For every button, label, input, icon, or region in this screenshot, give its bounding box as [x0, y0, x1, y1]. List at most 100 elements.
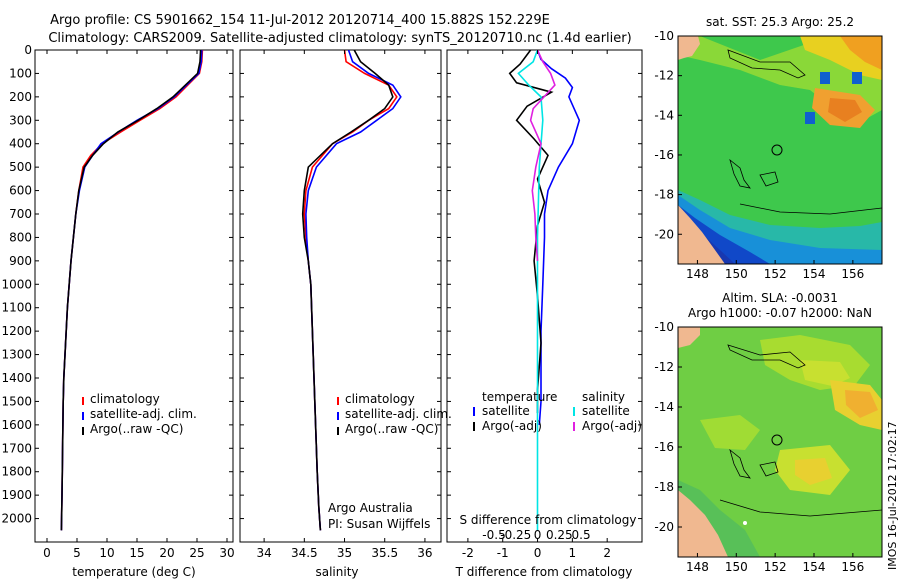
difference-lines — [508, 50, 581, 531]
t-difference-xlabel: T difference from climatology — [455, 565, 633, 579]
s-tick-label: 0 — [534, 528, 542, 542]
sla-map-ticks: 148 150 152 154 156 -10 -12 -14 -16 -18 -20 — [654, 320, 864, 574]
map-y-tick-label: -10 — [654, 29, 674, 43]
sla-map-image — [678, 327, 882, 557]
y-tick-label: 100 — [9, 66, 32, 80]
title-line-2: Climatology: CARS2009. Satellite-adjuste… — [48, 31, 631, 46]
s-difference-xlabel: S difference from climatology — [460, 513, 637, 527]
sst-map-image — [678, 36, 882, 264]
title-line-1: Argo profile: CS 5901662_154 11-Jul-2012… — [50, 13, 550, 28]
map-x-tick-label: 156 — [841, 560, 864, 574]
y-tick-label: 1400 — [1, 371, 32, 385]
y-tick-label: 700 — [9, 207, 32, 221]
series-s-argo-adj- — [529, 50, 556, 261]
legend-label-s-satellite: satellite — [582, 404, 630, 418]
x-tick-label: 5 — [73, 546, 81, 560]
temperature-lines — [60, 50, 204, 531]
sst-map-ticks: 148 150 152 154 156 -10 -12 -14 -16 -18 -20 — [654, 29, 864, 281]
map-y-tick-label: -14 — [654, 400, 674, 414]
s-tick-label: -0.25 — [500, 528, 531, 542]
y-tick-label: 2000 — [1, 512, 32, 526]
y-tick-label: 1900 — [1, 488, 32, 502]
sla-map-title-2: Argo h1000: -0.07 h2000: NaN — [688, 306, 872, 320]
sla-map-title: Altim. SLA: -0.0031 — [722, 291, 838, 305]
map-y-tick-label: -14 — [654, 108, 674, 122]
salinity-ticks: 34 34.5 35 35.5 36 — [240, 49, 441, 560]
difference-axes — [446, 49, 643, 543]
y-tick-label: 0 — [24, 43, 32, 57]
x-tick-label: 36 — [417, 546, 432, 560]
legend-title-salinity: salinity — [582, 390, 625, 404]
sst-map-frame — [677, 35, 883, 265]
x-tick-label: 34 — [256, 546, 271, 560]
map-y-tick-label: -20 — [654, 227, 674, 241]
series-climatology — [60, 50, 204, 531]
credit-line-1: Argo Australia — [328, 501, 413, 515]
series-t-satellite — [536, 50, 581, 425]
temperature-legend: climatology satellite-adj. clim. Argo(..… — [82, 392, 197, 436]
s-tick-label: 0.25 — [546, 528, 573, 542]
difference-legend: temperature salinity satellite Argo(-adj… — [473, 390, 642, 433]
y-tick-label: 500 — [9, 160, 32, 174]
map-x-tick-label: 152 — [764, 267, 787, 281]
y-tick-label: 200 — [9, 90, 32, 104]
s-tick-label: 0.5 — [572, 528, 591, 542]
x-tick-label: 34.5 — [291, 546, 318, 560]
x-tick-label: 15 — [129, 546, 144, 560]
y-tick-label: 1600 — [1, 418, 32, 432]
x-tick-label: 1 — [569, 546, 577, 560]
y-tick-label: 1700 — [1, 441, 32, 455]
legend-label-argo: Argo(..raw -QC) — [90, 422, 183, 436]
y-tick-label: 600 — [9, 184, 32, 198]
x-tick-label: 0 — [43, 546, 51, 560]
y-tick-label: 800 — [9, 230, 32, 244]
map-x-tick-label: 148 — [686, 267, 709, 281]
legend-label-satellite: satellite-adj. clim. — [90, 407, 197, 421]
map-y-tick-label: -18 — [654, 480, 674, 494]
y-tick-label: 1200 — [1, 324, 32, 338]
legend-label-t-satellite: satellite — [482, 404, 530, 418]
salinity-legend: climatology satellite-adj. clim. Argo(..… — [337, 392, 452, 436]
temperature-xlabel: temperature (deg C) — [72, 565, 195, 579]
imos-timestamp: IMOS 16-Jul-2012 17:02:17 — [886, 421, 899, 570]
legend-label-climatology: climatology — [345, 392, 415, 406]
map-x-tick-label: 148 — [686, 560, 709, 574]
series-argo-raw-qc- — [60, 50, 202, 531]
x-tick-label: 30 — [219, 546, 234, 560]
legend-label-t-argo: Argo(-adj) — [482, 419, 542, 433]
series-s-satellite — [517, 50, 544, 531]
salinity-lines — [301, 50, 402, 531]
series-satellite-adj-clim- — [60, 50, 203, 531]
map-y-tick-label: -20 — [654, 520, 674, 534]
map-x-tick-label: 154 — [803, 267, 826, 281]
y-tick-label: 900 — [9, 254, 32, 268]
map-x-tick-label: 152 — [764, 560, 787, 574]
x-tick-label: -2 — [462, 546, 474, 560]
series-satellite-adj-clim- — [305, 50, 402, 531]
map-y-tick-label: -12 — [654, 69, 674, 83]
y-tick-label: 1000 — [1, 277, 32, 291]
temperature-ticks: 0 5 10 15 20 25 300100200300400500600700800900… — [1, 43, 234, 560]
legend-label-satellite: satellite-adj. clim. — [345, 407, 452, 421]
legend-label-s-argo: Argo(-adj) — [582, 419, 642, 433]
map-y-tick-label: -16 — [654, 440, 674, 454]
series-t-argo-adj- — [508, 50, 554, 414]
map-x-tick-label: 156 — [841, 267, 864, 281]
x-tick-label: 0 — [534, 546, 542, 560]
x-tick-label: 2 — [603, 546, 611, 560]
sla-map-frame — [677, 326, 883, 558]
y-tick-label: 1300 — [1, 348, 32, 362]
series-argo-raw-qc- — [301, 50, 394, 531]
y-tick-label: 1100 — [1, 301, 32, 315]
map-y-tick-label: -16 — [654, 148, 674, 162]
y-tick-label: 400 — [9, 137, 32, 151]
salinity-axes — [239, 49, 442, 543]
map-x-tick-label: 150 — [725, 560, 748, 574]
credit-line-2: PI: Susan Wijffels — [328, 517, 430, 531]
salinity-xlabel: salinity — [315, 565, 358, 579]
map-x-tick-label: 154 — [803, 560, 826, 574]
y-tick-label: 1500 — [1, 394, 32, 408]
x-tick-label: -1 — [497, 546, 509, 560]
x-tick-label: 35 — [337, 546, 352, 560]
x-tick-label: 10 — [99, 546, 114, 560]
